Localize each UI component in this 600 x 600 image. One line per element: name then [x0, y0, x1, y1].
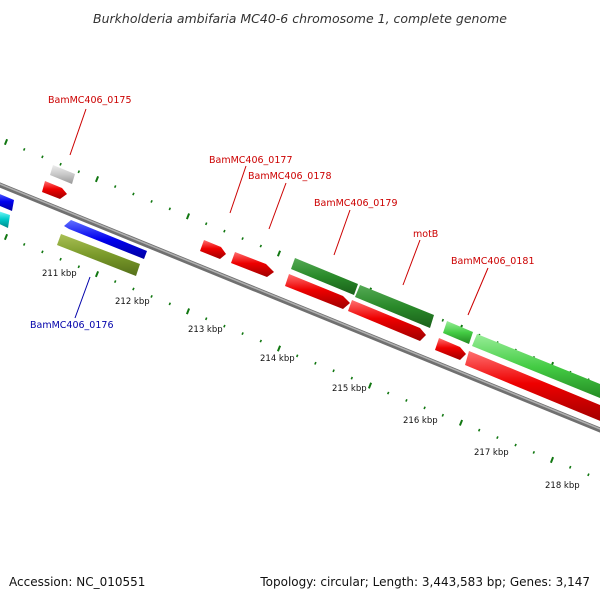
gene-0178-cds	[231, 252, 274, 277]
gc-inner-dash	[22, 242, 26, 246]
gc-inner-dash	[314, 361, 317, 365]
genome-backbone-highlight	[0, 183, 600, 430]
gc-inner-dash	[568, 465, 572, 469]
map-title: Burkholderia ambifaria MC40-6 chromosome…	[93, 11, 507, 26]
gc-inner-dash	[223, 324, 226, 328]
gc-outer-dash	[94, 176, 100, 183]
gene-motB-cds	[348, 300, 426, 341]
gene-0179-cds	[285, 274, 350, 309]
gc-inner-dash	[367, 382, 373, 389]
gc-inner-dash	[514, 443, 517, 447]
leader-0176	[74, 276, 91, 319]
gc-outer-dash	[204, 222, 208, 226]
tick-label-211: 211 kbp	[42, 269, 77, 279]
gc-inner-dash	[587, 473, 590, 477]
gc-outer-dash	[168, 207, 172, 211]
gc-inner-dash	[41, 250, 44, 254]
gc-inner-dash	[3, 233, 9, 241]
gc-outer-dash	[185, 213, 191, 220]
genome-summary-text: Topology: circular; Length: 3,443,583 bp…	[259, 575, 590, 589]
gene-0175-cds	[42, 181, 67, 199]
gene-0181-cds-b	[465, 351, 600, 421]
leader-0177	[229, 165, 247, 214]
gc-outer-dash	[276, 250, 282, 257]
gc-inner-dash	[150, 294, 153, 298]
label-BamMC406_0178[interactable]: BamMC406_0178	[248, 171, 331, 182]
gc-outer-dash	[241, 237, 244, 241]
leader-0179	[333, 209, 351, 256]
gc-inner-dash	[276, 345, 282, 352]
gc-track-inner	[3, 233, 590, 477]
gene-0179	[291, 258, 358, 295]
gc-outer-dash	[150, 199, 153, 203]
tick-label-217: 217 kbp	[474, 448, 509, 458]
gc-inner-dash	[423, 406, 426, 410]
gc-inner-dash	[59, 257, 62, 261]
gc-inner-dash	[332, 369, 335, 373]
gene-0176-misc	[57, 234, 140, 276]
tick-label-212: 212 kbp	[115, 297, 150, 307]
gene-0176	[64, 220, 147, 259]
gc-outer-dash	[132, 192, 135, 196]
leader-0178	[268, 182, 287, 230]
gc-outer-dash	[223, 229, 226, 233]
gc-inner-dash	[168, 302, 172, 306]
label-BamMC406_0181[interactable]: BamMC406_0181	[451, 256, 534, 267]
gene-0181-b	[472, 334, 600, 398]
gc-outer-dash	[77, 170, 81, 174]
gc-outer-dash	[259, 244, 263, 248]
gc-outer-dash	[41, 155, 44, 159]
tick-label-214: 214 kbp	[260, 354, 295, 364]
label-BamMC406_0175[interactable]: BamMC406_0175	[48, 95, 131, 106]
gc-inner-dash	[441, 413, 445, 417]
leader-0175	[69, 108, 87, 156]
gene-0177-cds	[200, 240, 226, 259]
gc-inner-dash	[532, 450, 536, 454]
accession-text: Accession: NC_010551	[9, 575, 145, 589]
gc-inner-dash	[94, 271, 100, 278]
tick-label-215: 215 kbp	[332, 384, 367, 394]
gc-inner-dash	[132, 287, 135, 291]
gc-inner-dash	[405, 398, 408, 402]
gene-motB	[355, 285, 434, 328]
leader-0181	[467, 267, 489, 316]
gc-inner-dash	[549, 456, 555, 464]
gc-inner-dash	[241, 332, 244, 336]
gc-outer-dash	[3, 138, 9, 146]
tick-label-213: 213 kbp	[188, 325, 223, 335]
cyan-feature	[0, 211, 10, 228]
kbp-axis: 211 kbp 212 kbp 213 kbp 214 kbp 215 kbp …	[42, 269, 580, 491]
gc-inner-dash	[77, 265, 81, 269]
gc-outer-dash	[59, 162, 62, 166]
gene-0181-cds-a	[435, 338, 466, 360]
gc-outer-dash	[113, 185, 117, 189]
gc-inner-dash	[386, 391, 390, 395]
gc-inner-dash	[113, 280, 117, 284]
gc-inner-dash	[458, 419, 464, 426]
genome-backbone	[0, 182, 600, 433]
gc-inner-dash	[295, 354, 299, 358]
gene-0181-a	[443, 321, 473, 344]
gc-inner-dash	[204, 317, 208, 321]
tick-label-216: 216 kbp	[403, 416, 438, 426]
tick-label-218: 218 kbp	[545, 481, 580, 491]
leader-motB	[402, 239, 421, 286]
label-BamMC406_0176[interactable]: BamMC406_0176	[30, 320, 113, 331]
gc-inner-dash	[350, 376, 354, 380]
gc-inner-dash	[477, 428, 481, 432]
label-motB[interactable]: motB	[413, 229, 438, 240]
gc-outer-dash	[22, 147, 26, 151]
gc-inner-dash	[259, 339, 263, 343]
label-BamMC406_0177[interactable]: BamMC406_0177	[209, 155, 292, 166]
label-BamMC406_0179[interactable]: BamMC406_0179	[314, 198, 397, 209]
gc-inner-dash	[496, 436, 499, 440]
gene-labels: BamMC406_0175 BamMC406_0176 BamMC406_017…	[30, 95, 534, 331]
blue-feature-left	[0, 194, 14, 211]
gc-outer-dash	[441, 318, 445, 322]
grey-feature-0175	[50, 165, 75, 184]
gc-inner-dash	[185, 308, 191, 315]
